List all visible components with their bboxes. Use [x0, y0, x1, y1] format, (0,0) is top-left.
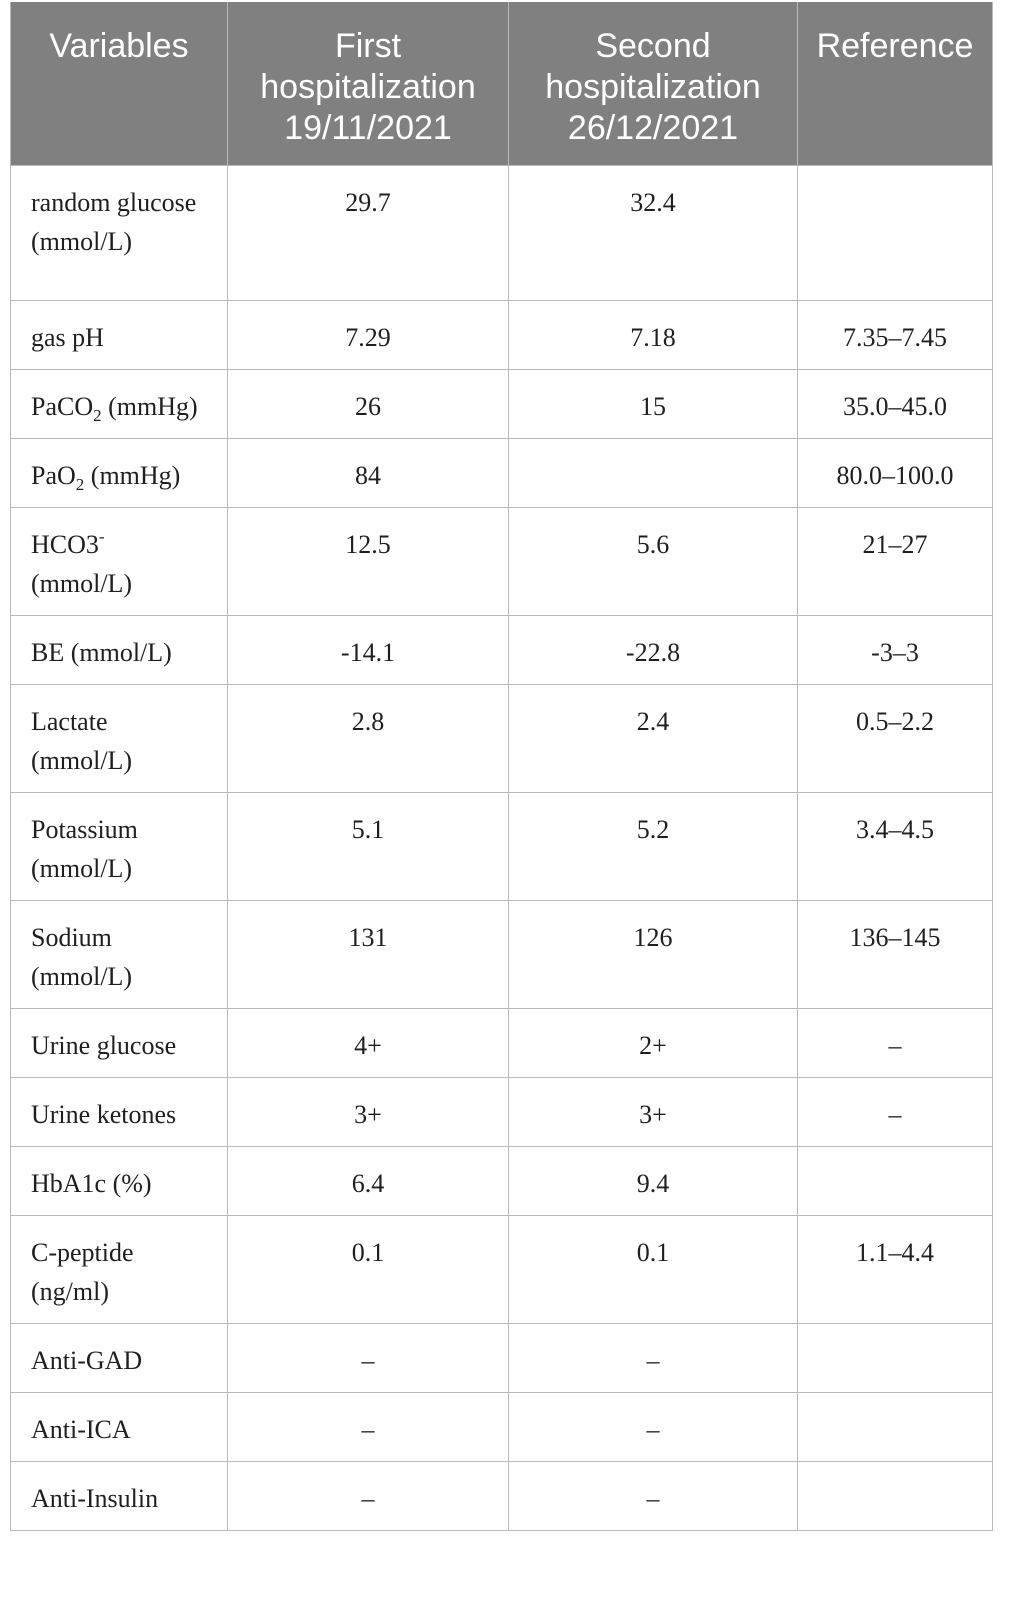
cell-reference [797, 1461, 993, 1531]
table-row-be: BE (mmol/L) -14.1 -22.8 -3–3 [10, 615, 993, 685]
cell-reference: 1.1–4.4 [797, 1215, 993, 1324]
cell-variable: HbA1c (%) [10, 1146, 228, 1216]
lab-results-table: Variables First hospitalization 19/11/20… [10, 2, 993, 1531]
table-row-anti-gad: Anti-GAD – – [10, 1323, 993, 1393]
cell-variable: HCO3- (mmol/L) [10, 507, 228, 616]
table-row-lactate: Lactate (mmol/L) 2.8 2.4 0.5–2.2 [10, 684, 993, 793]
cell-second: 126 [508, 900, 798, 1009]
table-row-hco3: HCO3- (mmol/L) 12.5 5.6 21–27 [10, 507, 993, 616]
cell-reference: 3.4–4.5 [797, 792, 993, 901]
cell-second: 5.6 [508, 507, 798, 616]
cell-first: 7.29 [227, 300, 509, 370]
cell-first: 6.4 [227, 1146, 509, 1216]
cell-first: 26 [227, 369, 509, 439]
cell-second [508, 438, 798, 508]
cell-reference [797, 1323, 993, 1393]
cell-first: 29.7 [227, 165, 509, 301]
cell-second: 7.18 [508, 300, 798, 370]
cell-first: 2.8 [227, 684, 509, 793]
header-second-line-3: 26/12/2021 [567, 109, 739, 147]
cell-variable: C-peptide (ng/ml) [10, 1215, 228, 1324]
cell-reference: -3–3 [797, 615, 993, 685]
cell-variable: Anti-GAD [10, 1323, 228, 1393]
cell-reference: 0.5–2.2 [797, 684, 993, 793]
cell-first: – [227, 1461, 509, 1531]
cell-first: 0.1 [227, 1215, 509, 1324]
table-row-urine-ketones: Urine ketones 3+ 3+ – [10, 1077, 993, 1147]
cell-reference: 7.35–7.45 [797, 300, 993, 370]
header-second-line-2: hospitalization [545, 68, 761, 106]
table-row-random-glucose: random glucose (mmol/L) 29.7 32.4 [10, 165, 993, 301]
table-row-sodium: Sodium (mmol/L) 131 126 136–145 [10, 900, 993, 1009]
cell-variable: random glucose (mmol/L) [10, 165, 228, 301]
table-row-gas-ph: gas pH 7.29 7.18 7.35–7.45 [10, 300, 993, 370]
cell-reference [797, 1392, 993, 1462]
cell-reference [797, 165, 993, 301]
table-header: Variables First hospitalization 19/11/20… [10, 2, 993, 166]
cell-variable: gas pH [10, 300, 228, 370]
cell-variable: BE (mmol/L) [10, 615, 228, 685]
header-first-line-1: First [334, 27, 402, 65]
cell-first: 131 [227, 900, 509, 1009]
header-second-line-1: Second [595, 27, 711, 65]
table-body: random glucose (mmol/L) 29.7 32.4 gas pH… [10, 165, 993, 1531]
cell-reference: – [797, 1008, 993, 1078]
cell-variable: Sodium (mmol/L) [10, 900, 228, 1009]
table-row-c-peptide: C-peptide (ng/ml) 0.1 0.1 1.1–4.4 [10, 1215, 993, 1324]
cell-first: – [227, 1323, 509, 1393]
cell-first: 3+ [227, 1077, 509, 1147]
lab-results-table-container: Variables First hospitalization 19/11/20… [10, 2, 993, 1531]
cell-second: 9.4 [508, 1146, 798, 1216]
cell-second: – [508, 1461, 798, 1531]
header-first-hospitalization: First hospitalization 19/11/2021 [227, 2, 509, 166]
cell-second: 2.4 [508, 684, 798, 793]
header-first-line-2: hospitalization [260, 68, 476, 106]
cell-second: 32.4 [508, 165, 798, 301]
table-row-potassium: Potassium (mmol/L) 5.1 5.2 3.4–4.5 [10, 792, 993, 901]
cell-reference: 21–27 [797, 507, 993, 616]
cell-first: 4+ [227, 1008, 509, 1078]
table-row-hba1c: HbA1c (%) 6.4 9.4 [10, 1146, 993, 1216]
cell-variable: Potassium (mmol/L) [10, 792, 228, 901]
cell-second: 3+ [508, 1077, 798, 1147]
cell-variable: Urine glucose [10, 1008, 228, 1078]
cell-second: -22.8 [508, 615, 798, 685]
cell-variable: PaO2 (mmHg) [10, 438, 228, 508]
cell-second: 2+ [508, 1008, 798, 1078]
cell-second: – [508, 1392, 798, 1462]
table-row-paco2: PaCO2 (mmHg) 26 15 35.0–45.0 [10, 369, 993, 439]
header-row: Variables First hospitalization 19/11/20… [10, 2, 993, 166]
table-row-pao2: PaO2 (mmHg) 84 80.0–100.0 [10, 438, 993, 508]
cell-reference: 80.0–100.0 [797, 438, 993, 508]
table-row-anti-ica: Anti-ICA – – [10, 1392, 993, 1462]
cell-reference: 35.0–45.0 [797, 369, 993, 439]
cell-first: 5.1 [227, 792, 509, 901]
cell-second: 15 [508, 369, 798, 439]
cell-second: 5.2 [508, 792, 798, 901]
cell-variable: Lactate (mmol/L) [10, 684, 228, 793]
cell-second: – [508, 1323, 798, 1393]
cell-reference: 136–145 [797, 900, 993, 1009]
table-row-urine-glucose: Urine glucose 4+ 2+ – [10, 1008, 993, 1078]
cell-first: 12.5 [227, 507, 509, 616]
cell-variable: Anti-Insulin [10, 1461, 228, 1531]
header-second-hospitalization: Second hospitalization 26/12/2021 [508, 2, 798, 166]
header-reference: Reference [797, 2, 993, 166]
cell-first: -14.1 [227, 615, 509, 685]
cell-first: 84 [227, 438, 509, 508]
header-first-line-3: 19/11/2021 [284, 109, 452, 147]
cell-variable: Anti-ICA [10, 1392, 228, 1462]
cell-variable: Urine ketones [10, 1077, 228, 1147]
cell-second: 0.1 [508, 1215, 798, 1324]
header-variables: Variables [10, 2, 228, 166]
table-row-anti-insulin: Anti-Insulin – – [10, 1461, 993, 1531]
cell-first: – [227, 1392, 509, 1462]
cell-variable: PaCO2 (mmHg) [10, 369, 228, 439]
cell-reference: – [797, 1077, 993, 1147]
cell-reference [797, 1146, 993, 1216]
